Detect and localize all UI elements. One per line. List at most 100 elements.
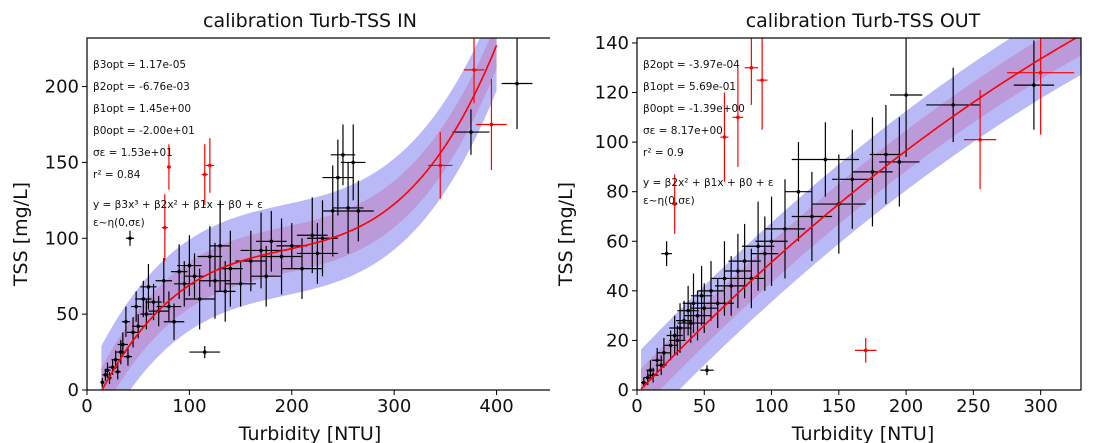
data-point-marker	[113, 357, 118, 362]
data-point	[296, 223, 338, 284]
data-point-marker	[182, 281, 187, 286]
data-point	[657, 337, 671, 368]
outlier-point	[744, 38, 759, 105]
data-point	[155, 258, 172, 304]
data-point-marker	[146, 285, 151, 289]
data-point-marker	[870, 170, 875, 174]
data-point-marker	[330, 209, 335, 213]
annotation-line: σε = 8.17e+00	[643, 125, 723, 137]
data-point	[791, 171, 833, 262]
data-point-marker	[709, 289, 713, 293]
data-point	[697, 261, 725, 321]
data-point-marker	[192, 274, 197, 279]
data-point-marker	[228, 266, 233, 271]
data-point	[184, 253, 205, 299]
data-point	[156, 291, 182, 322]
outlier-point	[756, 38, 768, 130]
data-point-marker	[249, 259, 253, 263]
data-point	[261, 218, 303, 295]
annotation-line: β2opt = -3.97e-04	[643, 59, 740, 71]
data-point	[926, 67, 981, 143]
data-point	[889, 38, 923, 157]
data-point-marker	[686, 308, 690, 313]
data-point-marker	[128, 236, 132, 241]
data-point-marker	[118, 350, 123, 354]
data-point-marker	[100, 380, 105, 385]
data-point	[114, 364, 121, 380]
data-point-marker	[172, 319, 176, 324]
y-tick-label: 80	[606, 182, 629, 203]
annotation-line: β0opt = -1.39e+00	[643, 103, 745, 115]
data-point-marker	[823, 157, 828, 162]
data-point	[791, 122, 859, 197]
data-point-marker	[702, 306, 707, 310]
data-point-marker	[951, 103, 955, 107]
data-point-marker	[675, 338, 680, 343]
data-point-marker	[655, 358, 659, 363]
data-point-marker	[223, 289, 228, 294]
data-point-marker	[691, 301, 696, 306]
data-point	[100, 377, 105, 387]
annotation-line: β0opt = -2.00e+01	[93, 125, 195, 137]
plot-frame	[636, 37, 1082, 391]
data-point-marker	[645, 375, 650, 380]
outlier-point-marker	[760, 78, 764, 82]
outlier-point	[963, 90, 997, 190]
data-point-marker	[695, 313, 700, 318]
x-tick-label: 100	[172, 396, 206, 417]
data-point-marker	[134, 304, 138, 309]
outlier-point-marker	[438, 163, 443, 168]
data-point-marker	[151, 300, 156, 304]
data-point-marker	[264, 274, 268, 279]
outlier-point-marker	[167, 165, 171, 169]
data-point-marker	[884, 152, 888, 157]
annotation-line: β2opt = -6.76e-03	[93, 81, 190, 93]
x-tick-label: 100	[754, 396, 788, 417]
data-point	[879, 117, 920, 207]
data-point-marker	[315, 251, 320, 256]
annotation-box: β3opt = 1.17e-05 β2opt = -6.76e-03 β1opt =…	[93, 59, 263, 229]
data-point-marker	[197, 297, 202, 301]
data-point	[755, 196, 788, 286]
y-tick-label: 40	[606, 281, 629, 302]
data-point-marker	[648, 368, 653, 372]
data-point	[322, 165, 343, 257]
data-point	[214, 261, 236, 322]
outlier-point-marker	[202, 172, 207, 177]
data-point	[715, 256, 748, 316]
data-point-marker	[141, 297, 146, 301]
data-point-marker	[662, 351, 666, 355]
data-point-marker	[672, 333, 677, 338]
data-point-marker	[641, 380, 646, 385]
data-point-marker	[131, 330, 135, 335]
data-point	[677, 303, 705, 343]
data-point-marker	[699, 294, 704, 298]
data-point-marker	[259, 248, 263, 253]
data-point-marker	[238, 281, 243, 286]
y-tick-label: 120	[595, 83, 629, 104]
data-point-marker	[796, 189, 801, 194]
outlier-point	[671, 174, 678, 234]
outlier-point-marker	[978, 137, 982, 142]
data-point-marker	[144, 312, 149, 316]
data-point	[209, 200, 231, 292]
outlier-point-marker	[672, 202, 677, 206]
data-point-marker	[1032, 83, 1036, 87]
x-tick-label: 50	[693, 396, 716, 417]
annotation-line: ε~η(0,σε)	[643, 195, 695, 207]
data-point-marker	[289, 244, 294, 248]
y-axis-label: TSS [mg/L]	[10, 182, 32, 287]
x-tick-label: 300	[1023, 396, 1057, 417]
data-point-marker	[300, 266, 304, 271]
annotation-line: β3opt = 1.17e-05	[93, 59, 186, 71]
outlier-point-marker	[1038, 70, 1043, 75]
data-point	[724, 233, 752, 309]
data-point-marker	[213, 278, 217, 283]
outlier-point	[205, 138, 214, 193]
x-tick-label: 300	[377, 396, 411, 417]
data-point-marker	[161, 278, 166, 283]
data-point-marker	[763, 251, 767, 256]
fit-curve	[640, 38, 1078, 390]
data-point	[690, 266, 713, 326]
data-point	[646, 360, 655, 381]
